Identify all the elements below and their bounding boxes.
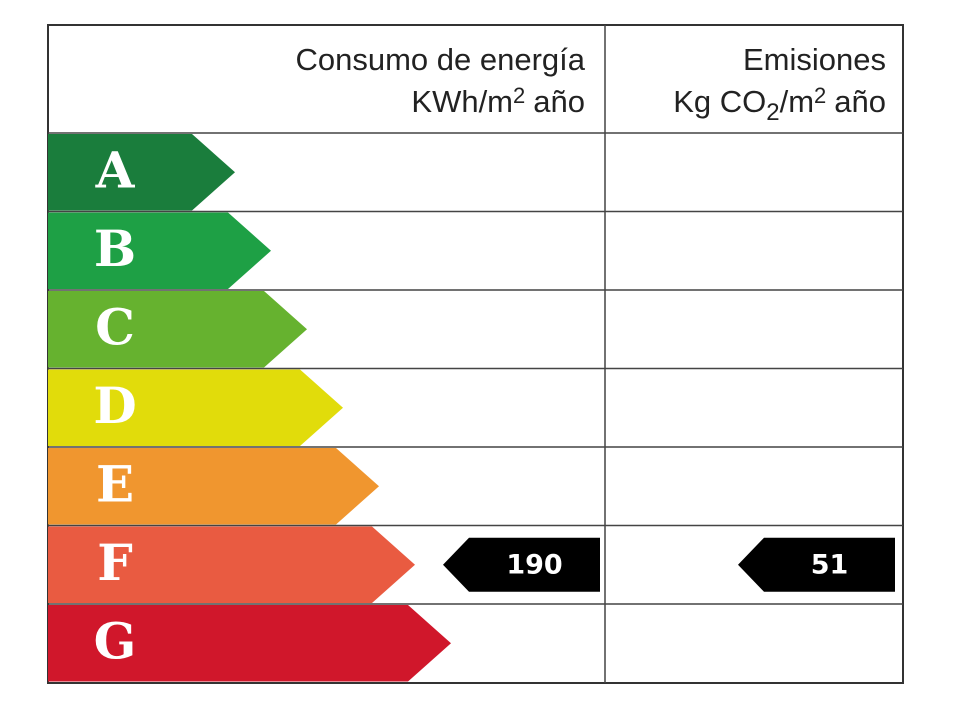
unit-sub: 2: [766, 99, 779, 126]
indicator-arrow: [738, 537, 895, 592]
indicator-value: 51: [811, 549, 849, 580]
rating-arrow: [48, 369, 343, 446]
rating-arrow: [48, 526, 415, 603]
indicator-value: 190: [506, 549, 562, 580]
indicator-arrow: [443, 537, 600, 592]
unit-mid: /m: [780, 84, 814, 119]
rating-arrow: [48, 605, 451, 682]
unit: Kg CO: [673, 84, 766, 119]
rating-letter: F: [97, 533, 133, 592]
unit-exp: 2: [513, 83, 525, 108]
energy-title: Consumo de energía: [295, 42, 585, 77]
rating-letter: C: [95, 297, 135, 356]
unit-tail: año: [533, 84, 585, 119]
energy-unit: KWh/m2 año: [411, 83, 585, 119]
rating-arrow: [48, 212, 271, 289]
unit-tail: año: [834, 84, 886, 119]
rating-letter: E: [96, 454, 134, 513]
rating-letter: G: [94, 611, 137, 670]
unit: KWh/m: [411, 84, 513, 119]
rating-arrow: [48, 448, 379, 525]
unit-exp: 2: [814, 83, 826, 108]
rating-letter: A: [95, 140, 136, 199]
rating-letter: B: [94, 219, 136, 278]
emissions-title: Emisiones: [743, 42, 886, 77]
emissions-unit: Kg CO2/m2 año: [673, 83, 886, 126]
rating-letter: D: [93, 376, 136, 435]
rating-arrow: [48, 134, 235, 211]
rating-arrow: [48, 291, 307, 368]
